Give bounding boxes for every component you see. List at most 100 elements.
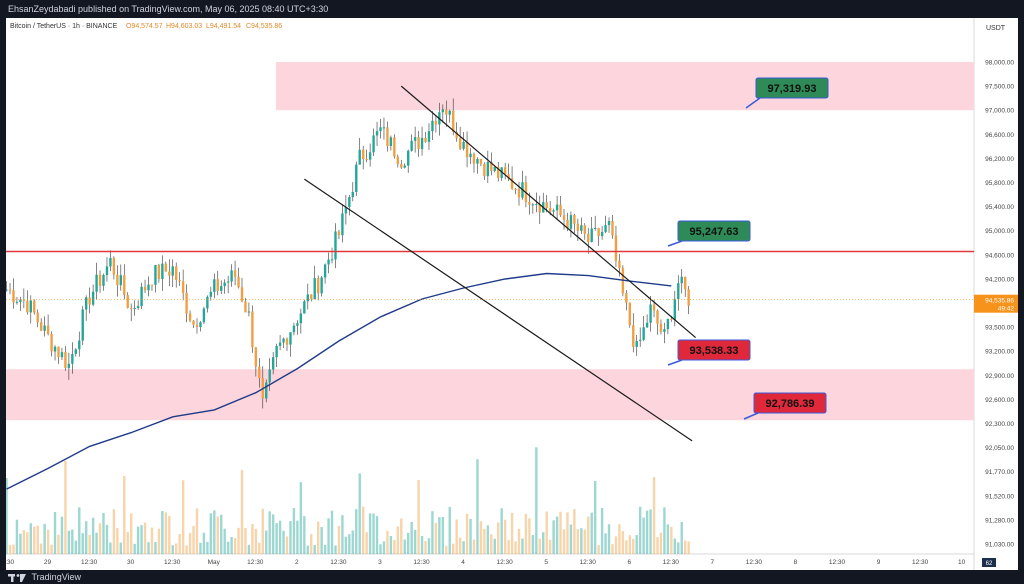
price-label-red[interactable]: 93,538.33	[667, 339, 751, 366]
candle-body[interactable]	[323, 264, 327, 278]
candle-body[interactable]	[375, 131, 379, 136]
candle-body[interactable]	[84, 297, 88, 310]
candle-body[interactable]	[50, 334, 53, 352]
candle-body[interactable]	[327, 259, 330, 265]
candle-body[interactable]	[684, 276, 687, 290]
candle-body[interactable]	[573, 215, 576, 224]
candle-body[interactable]	[462, 141, 465, 149]
candle-body[interactable]	[8, 289, 12, 291]
candle-body[interactable]	[507, 174, 510, 179]
candle-body[interactable]	[465, 141, 469, 158]
candle-body[interactable]	[43, 325, 46, 331]
candle-body[interactable]	[386, 127, 389, 147]
candle-body[interactable]	[67, 363, 71, 369]
candle-body[interactable]	[403, 165, 406, 168]
candle-body[interactable]	[209, 291, 213, 297]
candle-body[interactable]	[285, 338, 289, 345]
candle-body[interactable]	[330, 259, 334, 261]
candle-body[interactable]	[680, 276, 683, 284]
candle-body[interactable]	[535, 204, 538, 206]
candle-body[interactable]	[652, 304, 656, 311]
candle-body[interactable]	[656, 310, 659, 324]
candle-body[interactable]	[552, 210, 555, 212]
candle-body[interactable]	[486, 161, 490, 177]
candle-body[interactable]	[29, 300, 32, 313]
candle-body[interactable]	[143, 286, 147, 291]
candle-body[interactable]	[341, 213, 344, 236]
candle-body[interactable]	[562, 215, 566, 220]
candle-body[interactable]	[244, 301, 247, 313]
candle-body[interactable]	[410, 140, 413, 151]
candle-body[interactable]	[116, 274, 119, 286]
candle-body[interactable]	[251, 311, 254, 348]
candle-body[interactable]	[538, 204, 541, 213]
candle-body[interactable]	[452, 110, 455, 133]
candle-body[interactable]	[310, 294, 313, 300]
candle-body[interactable]	[206, 296, 209, 309]
candle-body[interactable]	[81, 309, 84, 341]
candle-body[interactable]	[559, 204, 562, 216]
candle-body[interactable]	[240, 287, 244, 302]
candle-body[interactable]	[105, 266, 109, 276]
candle-body[interactable]	[91, 291, 95, 305]
candle-body[interactable]	[434, 120, 438, 125]
candle-body[interactable]	[46, 325, 50, 335]
candle-body[interactable]	[216, 279, 219, 291]
candle-body[interactable]	[635, 340, 638, 347]
candle-body[interactable]	[645, 322, 649, 328]
candle-body[interactable]	[587, 233, 590, 243]
candle-body[interactable]	[604, 225, 607, 232]
candle-body[interactable]	[181, 281, 185, 293]
candle-body[interactable]	[265, 382, 268, 399]
candle-body[interactable]	[223, 282, 226, 287]
candle-body[interactable]	[427, 131, 431, 142]
candle-body[interactable]	[192, 320, 195, 325]
candle-body[interactable]	[396, 156, 400, 165]
candle-body[interactable]	[289, 332, 292, 345]
candle-body[interactable]	[576, 223, 580, 231]
candle-body[interactable]	[130, 307, 133, 309]
candle-body[interactable]	[316, 278, 320, 294]
candle-body[interactable]	[202, 308, 206, 323]
candle-body[interactable]	[597, 228, 600, 237]
candle-body[interactable]	[614, 235, 618, 261]
candle-body[interactable]	[64, 352, 67, 369]
candle-body[interactable]	[271, 357, 275, 370]
candle-body[interactable]	[566, 219, 569, 229]
channel-upper-line[interactable]	[400, 85, 696, 339]
candle-body[interactable]	[140, 286, 143, 307]
candle-body[interactable]	[102, 275, 105, 286]
candle-body[interactable]	[431, 120, 434, 132]
candle-body[interactable]	[673, 299, 677, 320]
candle-body[interactable]	[351, 191, 354, 198]
candle-body[interactable]	[154, 265, 157, 285]
candle-body[interactable]	[555, 204, 559, 211]
candle-body[interactable]	[226, 281, 230, 283]
candle-body[interactable]	[123, 275, 126, 296]
candle-body[interactable]	[19, 299, 22, 302]
candle-body[interactable]	[670, 318, 673, 320]
candle-body[interactable]	[88, 297, 91, 305]
candle-body[interactable]	[493, 166, 496, 171]
candle-body[interactable]	[12, 290, 15, 303]
candle-body[interactable]	[109, 257, 112, 267]
candle-body[interactable]	[358, 149, 361, 165]
candle-body[interactable]	[74, 349, 77, 354]
candle-body[interactable]	[469, 153, 472, 158]
candle-body[interactable]	[164, 263, 168, 272]
candle-body[interactable]	[53, 346, 57, 352]
candle-body[interactable]	[590, 228, 593, 243]
candle-body[interactable]	[628, 302, 631, 326]
candle-body[interactable]	[545, 202, 548, 208]
candle-body[interactable]	[348, 197, 351, 208]
candle-body[interactable]	[400, 164, 403, 168]
candle-body[interactable]	[334, 231, 337, 260]
candle-body[interactable]	[372, 135, 375, 153]
candle-body[interactable]	[479, 158, 483, 164]
candle-body[interactable]	[230, 270, 233, 282]
candle-body[interactable]	[39, 322, 43, 331]
candle-body[interactable]	[26, 300, 29, 313]
candle-body[interactable]	[528, 202, 531, 205]
candle-body[interactable]	[514, 188, 517, 190]
candle-body[interactable]	[625, 293, 628, 303]
